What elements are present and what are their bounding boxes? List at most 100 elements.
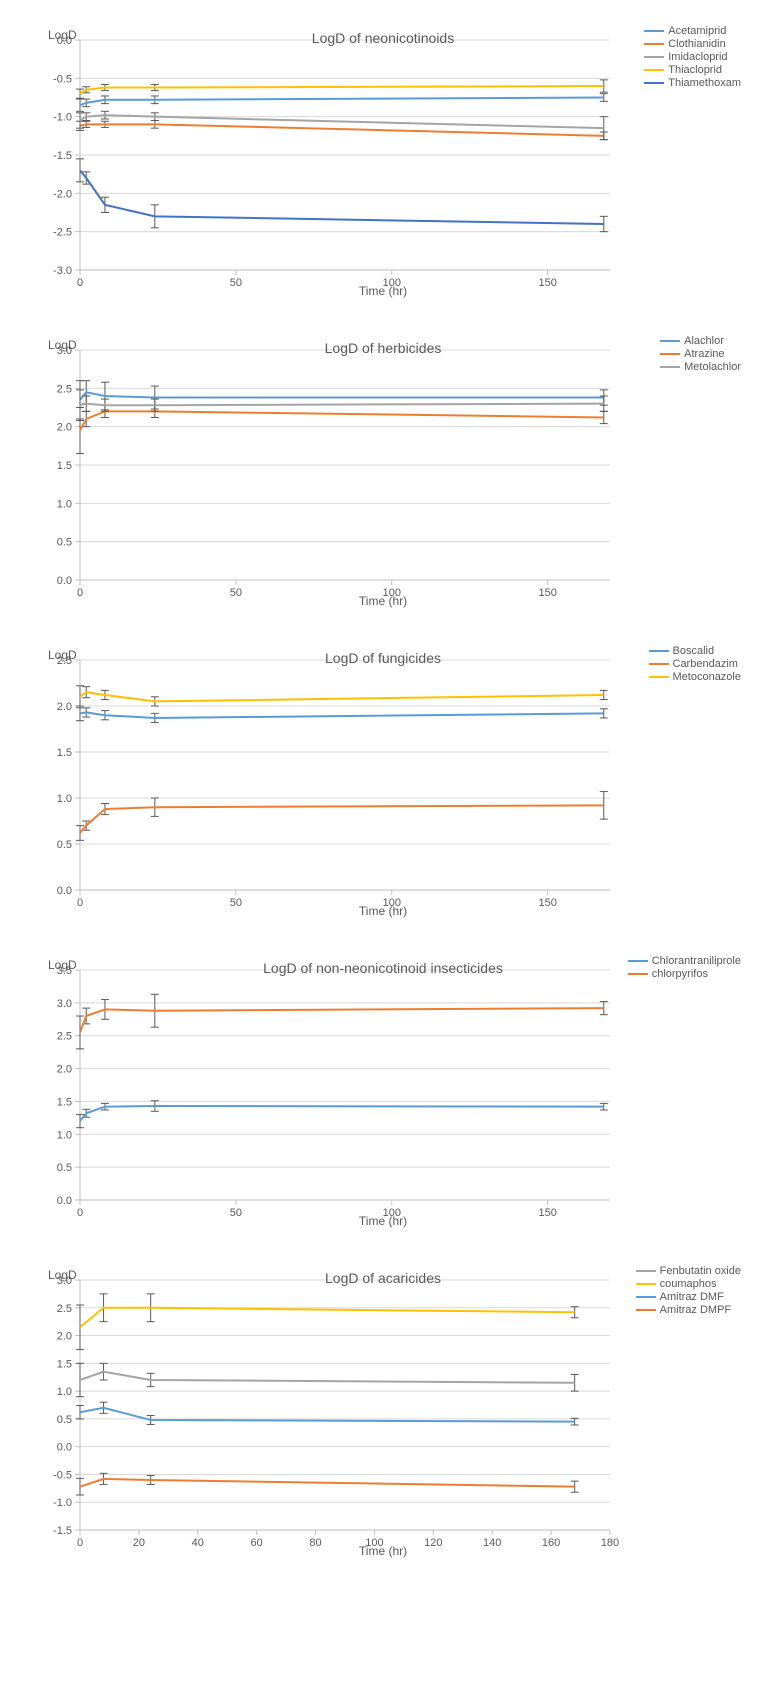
legend-label: Clothianidin — [668, 38, 725, 50]
x-tick-label: 50 — [230, 897, 242, 909]
legend-item: Thiamethoxam — [644, 77, 741, 89]
legend-line-icon — [636, 1296, 656, 1298]
y-tick-label: 1.5 — [57, 460, 72, 472]
y-tick-label: 1.5 — [57, 1358, 72, 1370]
legend-label: Metolachlor — [684, 361, 741, 373]
y-tick-label: 2.0 — [57, 701, 72, 713]
legend-line-icon — [644, 69, 664, 71]
legend-label: coumaphos — [660, 1278, 717, 1290]
y-tick-label: 0.5 — [57, 839, 72, 851]
legend-item: Metoconazole — [649, 671, 742, 683]
legend: Fenbutatin oxidecoumaphosAmitraz DMFAmit… — [636, 1265, 741, 1317]
x-axis-label: Time (hr) — [359, 1544, 407, 1558]
legend-item: Chlorantraniliprole — [628, 955, 741, 967]
legend-line-icon — [636, 1270, 656, 1272]
series-line — [80, 1408, 575, 1422]
legend-label: Acetamiprid — [668, 25, 726, 37]
x-tick-label: 0 — [77, 1207, 83, 1219]
legend-line-icon — [644, 82, 664, 84]
chart-title: LogD of non-neonicotinoid insecticides — [263, 960, 503, 976]
legend-item: Thiacloprid — [644, 64, 741, 76]
series-line — [80, 411, 604, 430]
y-tick-label: 1.0 — [57, 1129, 72, 1141]
x-axis-label: Time (hr) — [359, 904, 407, 918]
series-line — [80, 1308, 575, 1327]
y-axis-label: LogD — [48, 338, 77, 352]
x-tick-label: 140 — [483, 1537, 501, 1549]
series-line — [80, 170, 604, 224]
y-tick-label: 0.0 — [57, 1195, 72, 1207]
legend-line-icon — [660, 340, 680, 342]
legend-label: Amitraz DMPF — [660, 1304, 732, 1316]
legend: AlachlorAtrazineMetolachlor — [660, 335, 741, 374]
chart-4: LogD of acaricides LogD Time (hr) Fenbutati… — [20, 1260, 746, 1560]
y-tick-label: 0.5 — [57, 1414, 72, 1426]
legend-item: Amitraz DMPF — [636, 1304, 741, 1316]
legend-item: Amitraz DMF — [636, 1291, 741, 1303]
legend-label: Imidacloprid — [668, 51, 727, 63]
legend-line-icon — [636, 1309, 656, 1311]
x-tick-label: 150 — [538, 1207, 556, 1219]
x-tick-label: 60 — [251, 1537, 263, 1549]
legend-item: Alachlor — [660, 335, 741, 347]
legend: AcetamipridClothianidinImidaclopridThiac… — [644, 25, 741, 90]
series-line — [80, 1479, 575, 1487]
x-tick-label: 150 — [538, 897, 556, 909]
legend-item: coumaphos — [636, 1278, 741, 1290]
legend-item: Acetamiprid — [644, 25, 741, 37]
legend-line-icon — [628, 960, 648, 962]
legend-line-icon — [649, 650, 669, 652]
x-axis-label: Time (hr) — [359, 1214, 407, 1228]
legend-label: Thiacloprid — [668, 64, 722, 76]
legend-label: Boscalid — [673, 645, 715, 657]
legend-item: Clothianidin — [644, 38, 741, 50]
legend-label: Chlorantraniliprole — [652, 955, 741, 967]
legend-item: chlorpyrifos — [628, 968, 741, 980]
x-tick-label: 0 — [77, 587, 83, 599]
legend-label: Carbendazim — [673, 658, 738, 670]
y-tick-label: 0.0 — [57, 1442, 72, 1454]
legend-item: Boscalid — [649, 645, 742, 657]
y-tick-label: 1.5 — [57, 747, 72, 759]
y-tick-label: 1.0 — [57, 793, 72, 805]
legend: BoscalidCarbendazimMetoconazole — [649, 645, 742, 684]
legend-item: Metolachlor — [660, 361, 741, 373]
chart-0: LogD of neonicotinoidsLogDTime (hr)Aceta… — [20, 20, 746, 300]
chart-title: LogD of acaricides — [325, 1270, 441, 1286]
legend-label: chlorpyrifos — [652, 968, 708, 980]
y-tick-label: 3.0 — [57, 998, 72, 1010]
y-tick-label: 2.0 — [57, 422, 72, 434]
y-tick-label: -3.0 — [53, 265, 72, 277]
legend-line-icon — [660, 366, 680, 368]
x-tick-label: 120 — [424, 1537, 442, 1549]
series-line — [80, 86, 604, 94]
series-line — [80, 1008, 604, 1032]
y-tick-label: -1.5 — [53, 150, 72, 162]
y-axis-label: LogD — [48, 1268, 77, 1282]
y-axis-label: LogD — [48, 958, 77, 972]
series-line — [80, 1106, 604, 1121]
y-tick-label: 2.5 — [57, 1303, 72, 1315]
legend-label: Thiamethoxam — [668, 77, 741, 89]
y-tick-label: -2.5 — [53, 227, 72, 239]
chart-title: LogD of fungicides — [325, 650, 441, 666]
x-tick-label: 20 — [133, 1537, 145, 1549]
chart-1: LogD of herbicidesLogDTime (hr)AlachlorA… — [20, 330, 746, 610]
chart-title: LogD of herbicides — [325, 340, 442, 356]
x-tick-label: 80 — [309, 1537, 321, 1549]
plot-area: 0.00.51.01.52.02.5050100150 — [20, 640, 746, 920]
legend: Chlorantraniliprolechlorpyrifos — [628, 955, 741, 981]
y-tick-label: -1.0 — [53, 112, 72, 124]
y-tick-label: 2.5 — [57, 1031, 72, 1043]
x-tick-label: 0 — [77, 1537, 83, 1549]
y-tick-label: -1.5 — [53, 1525, 72, 1537]
y-tick-label: -0.5 — [53, 73, 72, 85]
legend-line-icon — [660, 353, 680, 355]
y-tick-label: 1.0 — [57, 498, 72, 510]
series-line — [80, 805, 604, 833]
x-tick-label: 160 — [542, 1537, 560, 1549]
x-tick-label: 50 — [230, 587, 242, 599]
chart-title: LogD of neonicotinoids — [312, 30, 454, 46]
x-tick-label: 150 — [538, 587, 556, 599]
chart-3: LogD of non-neonicotinoid insecticides Lo… — [20, 950, 746, 1230]
